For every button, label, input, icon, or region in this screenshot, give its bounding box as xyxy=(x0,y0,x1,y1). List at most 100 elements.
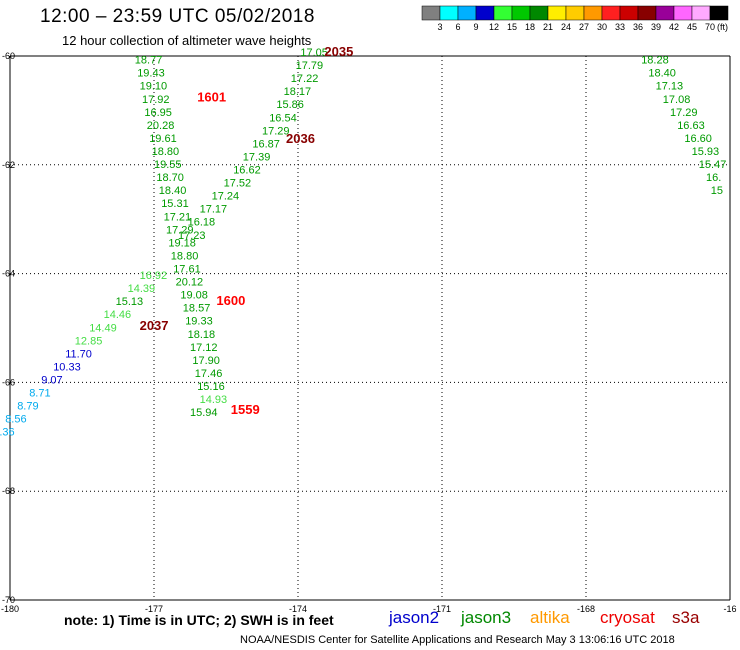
time-stamps: 2035 1601 2036 1600 2037 1559 xyxy=(140,44,354,417)
wave-height-value: 17.21 xyxy=(164,211,192,223)
mission-label-s3a: s3a xyxy=(672,608,700,627)
lat-tick-label: -62 xyxy=(2,160,15,170)
wave-height-value: 18.17 xyxy=(284,86,312,98)
mission-label-jason3: jason3 xyxy=(461,608,512,627)
legend-tick-label: 42 xyxy=(669,22,679,32)
units-note: note: 1) Time is in UTC; 2) SWH is in fe… xyxy=(64,612,334,628)
wave-height-value: 19.61 xyxy=(149,133,177,145)
lon-tick-label: -174 xyxy=(289,604,307,614)
wave-height-value: 17.05 xyxy=(300,47,328,59)
wave-height-value: 14.46 xyxy=(104,309,132,321)
wave-height-value: 17.90 xyxy=(192,355,220,367)
mission-label-cryosat: cryosat xyxy=(600,608,655,627)
wave-height-value: 17.52 xyxy=(224,178,252,190)
map-subtitle: 12 hour collection of altimeter wave hei… xyxy=(62,33,312,48)
wave-height-value: 19.55 xyxy=(154,159,182,171)
wave-height-value: 15.31 xyxy=(161,198,189,210)
wave-height-value: 18.80 xyxy=(152,146,180,158)
wave-height-value: 16.92 xyxy=(140,270,168,282)
time-stamp: 1600 xyxy=(216,293,245,308)
time-stamp: 1559 xyxy=(231,402,260,417)
wave-height-value: 18.70 xyxy=(156,172,184,184)
legend-tick-label: 45 xyxy=(687,22,697,32)
wave-height-value: 18.40 xyxy=(648,68,676,80)
wave-height-value: 16.18 xyxy=(188,217,216,229)
legend-unit-label: (ft) xyxy=(717,22,728,32)
wave-height-value: 8.71 xyxy=(29,388,50,400)
wave-height-value: 17.12 xyxy=(190,342,218,354)
wave-height-value: 17.79 xyxy=(296,60,324,72)
wave-height-value: 17.08 xyxy=(663,94,691,106)
map-title: 12:00 – 23:59 UTC 05/02/2018 xyxy=(40,6,315,27)
legend-swatch xyxy=(673,5,693,21)
wave-height-readings: 18.7719.4319.1017.9216.9520.2819.6118.80… xyxy=(0,47,726,439)
wave-height-value: 8.36 xyxy=(0,427,15,439)
lat-tick-label: -64 xyxy=(2,269,15,279)
legend-tick-label: 36 xyxy=(633,22,643,32)
wave-height-value: 17.24 xyxy=(212,191,240,203)
legend-swatch xyxy=(511,5,531,21)
lon-tick-label: -171 xyxy=(433,604,451,614)
legend-tick-label: 12 xyxy=(489,22,499,32)
wave-height-value: 8.56 xyxy=(5,414,26,426)
legend-tick-label: 39 xyxy=(651,22,661,32)
wave-height-value: 19.08 xyxy=(180,290,208,302)
time-stamp: 2037 xyxy=(140,318,169,333)
time-stamp: 2036 xyxy=(286,131,315,146)
wave-height-value: 14.49 xyxy=(89,322,117,334)
legend-swatch xyxy=(439,5,459,21)
wave-height-value: 16.60 xyxy=(684,133,712,145)
wave-height-value: 18.80 xyxy=(171,250,199,262)
wave-height-value: 17.46 xyxy=(195,368,223,380)
legend-tick-label: 21 xyxy=(543,22,553,32)
time-stamp: 1601 xyxy=(197,90,226,105)
wave-height-value: 17.17 xyxy=(200,204,228,216)
legend-swatch xyxy=(619,5,639,21)
wave-height-value: 16.62 xyxy=(233,165,261,177)
wave-height-value: 17.92 xyxy=(142,94,170,106)
wave-height-value: 19.33 xyxy=(185,316,213,328)
wave-height-value: 9.07 xyxy=(41,374,62,386)
wave-height-value: 15 xyxy=(711,185,723,197)
time-stamp: 2035 xyxy=(324,44,353,59)
wave-height-value: 12.85 xyxy=(75,335,103,347)
legend-tick-label: 18 xyxy=(525,22,535,32)
legend-tick-label: 30 xyxy=(597,22,607,32)
wave-height-value: 17.29 xyxy=(262,125,290,137)
wave-height-value: 15.94 xyxy=(190,407,218,419)
legend-tick-label: 9 xyxy=(473,22,478,32)
lat-lon-grid: -180 -177 -174 -171 -168 -16 -60 -62 -64 -66 -68 -7… xyxy=(1,51,737,614)
wave-height-value: 15.93 xyxy=(692,146,720,158)
wave-height-value: 15.47 xyxy=(699,159,727,171)
credit-footer: NOAA/NESDIS Center for Satellite Applica… xyxy=(240,634,675,646)
legend-swatch xyxy=(475,5,495,21)
wave-height-value: 17.13 xyxy=(656,81,684,93)
wave-height-value: 16. xyxy=(706,172,721,184)
legend-swatch xyxy=(421,5,441,21)
wave-height-value: 15.13 xyxy=(116,296,144,308)
wave-height-value: 16.63 xyxy=(677,120,705,132)
legend-tick-label: 6 xyxy=(455,22,460,32)
wave-height-value: 20.12 xyxy=(176,277,204,289)
wave-height-value: 10.33 xyxy=(53,361,81,373)
mission-label-jason2: jason2 xyxy=(389,608,440,627)
wave-height-value: 17.61 xyxy=(173,264,201,276)
wave-height-value: 16.87 xyxy=(252,138,280,150)
legend-swatch xyxy=(457,5,477,21)
legend-swatch xyxy=(493,5,513,21)
lat-tick-label: -70 xyxy=(2,595,15,605)
wave-height-legend: 3 6 9 12 15 18 21 24 27 30 33 36 39 42 45 70 (ft) xyxy=(421,5,729,32)
legend-tick-label: 15 xyxy=(507,22,517,32)
legend-swatch xyxy=(547,5,567,21)
wave-height-value: 17.29 xyxy=(166,224,194,236)
wave-height-value: 18.77 xyxy=(135,55,163,67)
legend-swatch xyxy=(583,5,603,21)
lon-tick-label: -180 xyxy=(1,604,19,614)
legend-swatch xyxy=(655,5,675,21)
wave-height-value: 11.70 xyxy=(65,348,92,360)
wave-height-value: 17.29 xyxy=(670,107,698,119)
legend-tick-label: 3 xyxy=(437,22,442,32)
lat-tick-label: -68 xyxy=(2,486,15,496)
